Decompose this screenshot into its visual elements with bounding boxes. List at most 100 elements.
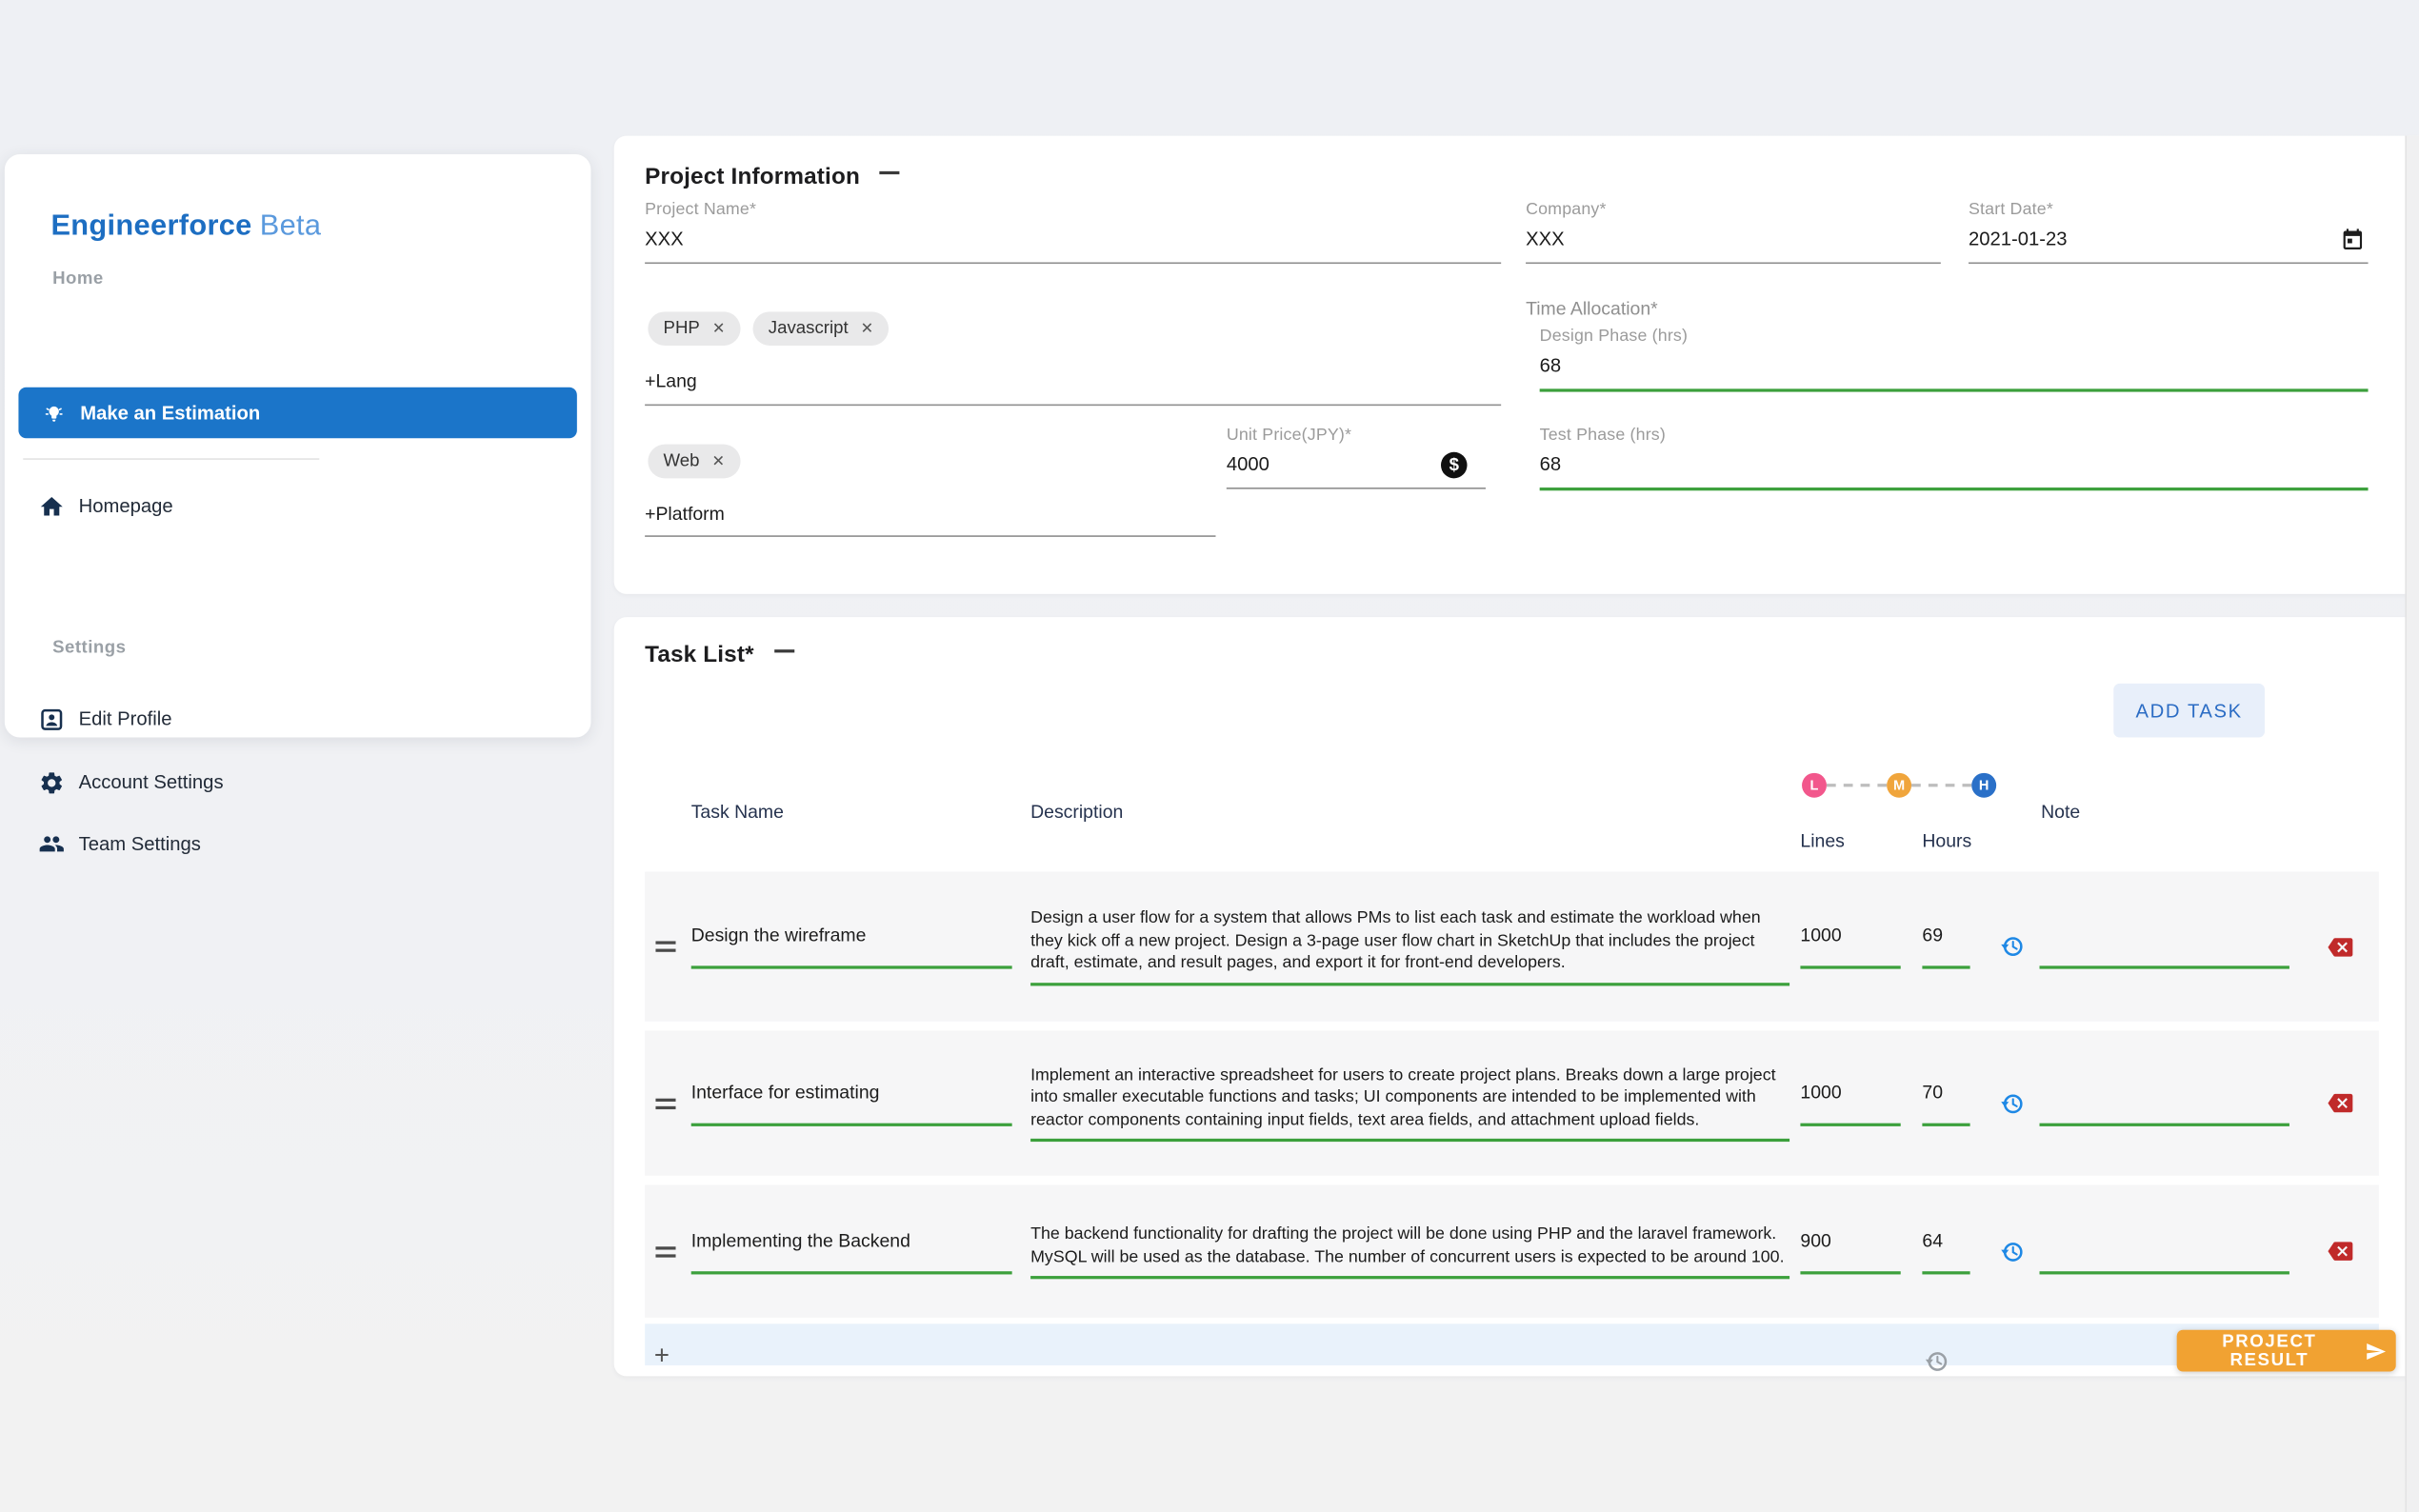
task-hours-input[interactable]: 70 — [1922, 1081, 1970, 1126]
task-list-title: Task List* — [645, 642, 794, 668]
chip-web[interactable]: Web ✕ — [648, 444, 741, 479]
delete-task-icon[interactable] — [2302, 1239, 2379, 1263]
project-result-button[interactable]: PROJECT RESULT — [2176, 1329, 2396, 1372]
table-row: Implementing the Backend The backend fun… — [645, 1184, 2379, 1318]
project-result-label: PROJECT RESULT — [2222, 1332, 2317, 1370]
project-name-input[interactable]: XXX — [645, 229, 1502, 265]
column-header-note: Note — [2041, 800, 2081, 823]
send-icon — [2365, 1340, 2387, 1362]
task-description-input[interactable]: Design a user flow for a system that all… — [1030, 907, 1790, 986]
column-header-task-name: Task Name — [690, 800, 784, 823]
column-header-lines: Lines — [1800, 829, 1845, 852]
platform-chips: Web ✕ — [648, 444, 741, 479]
task-hours-input[interactable]: 64 — [1922, 1229, 1970, 1274]
sidebar-item-edit-profile[interactable]: Edit Profile — [38, 701, 556, 738]
sidebar-item-label: Account Settings — [78, 771, 224, 793]
sidebar-item-label: Team Settings — [78, 833, 201, 855]
nav-section-home: Home — [52, 269, 104, 289]
add-language-input[interactable]: +Lang — [645, 369, 697, 392]
project-name-field: Project Name* XXX — [645, 200, 1502, 265]
task-lines-input[interactable]: 1000 — [1800, 925, 1901, 969]
task-name-input[interactable]: Implementing the Backend — [690, 1229, 1012, 1274]
profile-card-icon — [38, 706, 65, 732]
task-note-input[interactable] — [2039, 1081, 2289, 1126]
language-chips: PHP ✕ Javascript ✕ — [648, 311, 890, 346]
close-icon[interactable]: ✕ — [711, 320, 726, 338]
unit-price-input[interactable]: 4000 $ — [1226, 451, 1486, 489]
company-field: Company* XXX — [1526, 201, 1941, 265]
scrollbar[interactable] — [2405, 135, 2419, 1512]
task-description-input[interactable]: Implement an interactive spreadsheet for… — [1030, 1064, 1790, 1143]
difficulty-medium-circle[interactable]: M — [1887, 772, 1912, 798]
drag-handle-icon[interactable] — [655, 1242, 690, 1262]
sidebar-item-account-settings[interactable]: Account Settings — [38, 764, 556, 801]
language-underline — [645, 404, 1502, 407]
task-description-input[interactable]: The backend functionality for drafting t… — [1030, 1224, 1790, 1280]
design-phase-field: Design Phase (hrs) 68 — [1539, 327, 2369, 392]
add-task-button[interactable]: ADD TASK — [2113, 683, 2266, 738]
task-note-input[interactable] — [2039, 925, 2289, 969]
add-row-icon[interactable]: + — [653, 1341, 670, 1370]
company-input[interactable]: XXX — [1526, 229, 1941, 265]
task-hours-input[interactable]: 69 — [1922, 925, 1970, 969]
platform-underline — [645, 535, 1216, 537]
history-icon[interactable] — [1984, 933, 2039, 960]
column-header-hours: Hours — [1922, 829, 1972, 852]
difficulty-low-circle[interactable]: L — [1802, 772, 1827, 798]
sidebar-item-team-settings[interactable]: Team Settings — [38, 826, 556, 863]
calendar-icon[interactable] — [2340, 227, 2365, 251]
start-date-value: 2021-01-23 — [1968, 228, 2068, 250]
difficulty-high-circle[interactable]: H — [1971, 772, 1997, 798]
chip-javascript[interactable]: Javascript ✕ — [752, 311, 890, 346]
chip-label: Javascript — [768, 319, 849, 338]
design-phase-input[interactable]: 68 — [1539, 355, 2369, 392]
sidebar-item-make-estimation[interactable]: Make an Estimation — [18, 387, 577, 439]
task-lines-input[interactable]: 900 — [1800, 1229, 1901, 1274]
collapse-icon[interactable] — [773, 649, 794, 653]
task-note-input[interactable] — [2039, 1229, 2289, 1274]
task-name-input[interactable]: Interface for estimating — [690, 1081, 1012, 1126]
chip-php[interactable]: PHP ✕ — [648, 311, 741, 346]
lightbulb-icon — [40, 400, 67, 427]
people-icon — [38, 831, 65, 858]
chip-label: PHP — [663, 319, 700, 338]
time-allocation-label: Time Allocation* — [1526, 297, 1658, 320]
sidebar-item-homepage[interactable]: Homepage — [38, 487, 556, 525]
project-name-label: Project Name* — [645, 200, 757, 220]
start-date-label: Start Date* — [1968, 200, 2053, 220]
task-list-panel: Task List* ADD TASK L M H Task Name Desc… — [613, 617, 2419, 1377]
history-icon[interactable] — [1984, 1090, 2039, 1117]
gear-icon — [38, 769, 65, 796]
sidebar-item-label: Make an Estimation — [80, 402, 261, 424]
sidebar-item-label: Edit Profile — [78, 707, 172, 730]
history-icon-disabled — [1924, 1348, 1950, 1376]
drag-handle-icon[interactable] — [655, 1093, 690, 1113]
dollar-icon: $ — [1440, 451, 1468, 479]
start-date-field: Start Date* 2021-01-23 — [1968, 200, 2369, 265]
unit-price-field: Unit Price(JPY)* 4000 $ — [1226, 426, 1486, 489]
task-list-title-text: Task List* — [645, 642, 754, 668]
start-date-input[interactable]: 2021-01-23 — [1968, 227, 2369, 265]
task-name-input[interactable]: Design the wireframe — [690, 925, 1012, 969]
project-information-panel: Project Information Project Name* XXX Co… — [613, 135, 2419, 594]
delete-task-icon[interactable] — [2302, 1091, 2379, 1116]
new-task-row[interactable] — [645, 1323, 2379, 1366]
task-lines-input[interactable]: 1000 — [1800, 1081, 1901, 1126]
unit-price-value: 4000 — [1226, 453, 1269, 476]
close-icon[interactable]: ✕ — [860, 320, 874, 338]
sidebar-item-label: Homepage — [78, 495, 173, 517]
close-icon[interactable]: ✕ — [711, 452, 726, 470]
history-icon[interactable] — [1984, 1238, 2039, 1264]
home-icon — [38, 493, 65, 520]
test-phase-label: Test Phase (hrs) — [1539, 426, 1666, 445]
sidebar: Engineerforce Beta Home Homepage Make an … — [4, 154, 591, 855]
stepper-dash — [1911, 784, 1972, 787]
brand: Engineerforce Beta — [50, 209, 321, 244]
add-platform-input[interactable]: +Platform — [645, 503, 725, 525]
drag-handle-icon[interactable] — [655, 937, 690, 957]
project-information-title: Project Information — [645, 164, 901, 189]
test-phase-input[interactable]: 68 — [1539, 453, 2369, 491]
delete-task-icon[interactable] — [2302, 934, 2379, 959]
design-phase-label: Design Phase (hrs) — [1539, 327, 1689, 346]
collapse-icon[interactable] — [880, 170, 901, 175]
